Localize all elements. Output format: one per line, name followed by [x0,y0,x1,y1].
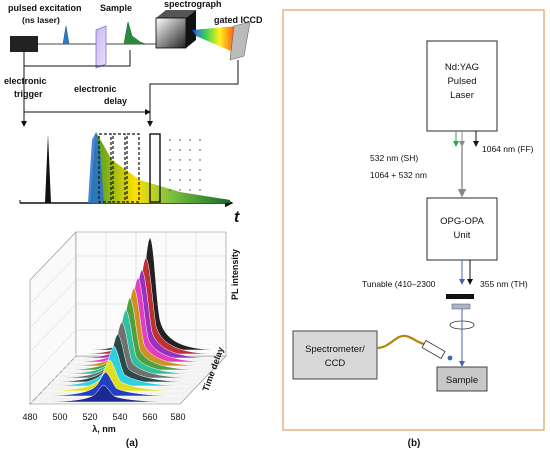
gate-window-current [149,133,161,203]
sample-label: Sample [446,375,478,386]
filter-icon [446,294,474,299]
x-tick-520: 520 [82,412,97,422]
electronic-trigger-label-2: trigger [14,89,43,99]
waterfall-plot: 480 500 520 540 560 580 λ, nm PL intensi… [22,231,240,434]
x-tick-540: 540 [112,412,127,422]
sample-plate-icon [95,25,107,69]
gate-dots [169,139,201,191]
th-label: 355 nm (TH) [480,279,528,289]
panel-a: pulsed excitation (ns laser) Sample spec… [4,0,263,449]
electronic-delay-label-1: electronic [74,84,117,94]
spectrometer-label-1: Spectrometer/ [305,344,365,355]
laser-label-3: Laser [450,90,474,101]
trigger-wire [23,50,131,67]
ff-label: 1064 nm (FF) [482,144,534,154]
electronic-delay-label-2: delay [104,96,127,106]
opg-opa-box [426,197,498,261]
spectrometer-box [292,330,378,380]
decay-curve [84,132,230,203]
sample-box [436,366,488,392]
polarizer-icon [451,303,471,310]
sh-label: 532 nm (SH) [370,153,418,163]
spectrograph-label: spectrograph [164,0,222,9]
tunable-label: Tunable (410–2300 [362,279,436,289]
spectrograph-icon [155,10,196,49]
caption-b: (b) [408,438,421,449]
laser-box [426,40,498,132]
fiber-probe-icon [421,339,446,360]
gate-window [112,133,126,203]
laser-label-1: Nd:YAG [445,62,479,73]
pulsed-excitation-label: pulsed excitation [8,3,82,13]
x-axis-label: λ, nm [92,424,116,434]
ns-laser-label: (ns laser) [22,15,60,25]
x-tick-580: 580 [170,412,185,422]
optical-fiber [376,334,425,350]
timing-diagram: t [19,132,240,226]
spectrometer-label-2: CCD [325,358,346,369]
panel-b: Nd:YAG Pulsed Laser 1064 nm (FF) 532 nm … [282,9,545,449]
x-tick-500: 500 [52,412,67,422]
gate-window [126,133,140,203]
x-tick-480: 480 [22,412,37,422]
iccd-gate-wire [147,60,239,127]
gated-iccd-label: gated ICCD [214,15,263,25]
excitation-peak [88,132,104,203]
sample-label: Sample [100,3,132,13]
panel-b-frame [282,9,545,431]
time-axis-label: t [234,209,240,226]
laser-box [10,36,38,52]
excitation-spot [447,355,453,361]
gate-window [98,133,112,203]
opg-label-1: OPG-OPA [440,216,484,227]
laser-label-2: Pulsed [447,76,476,87]
trigger-pulse [40,134,55,203]
opg-label-2: Unit [454,230,471,241]
caption-a: (a) [126,438,138,449]
excitation-pulse-icon [60,25,72,45]
dispersed-spectrum [192,26,238,54]
gated-iccd-icon [229,21,251,61]
emission-pulse-icon [120,21,147,45]
electronic-trigger-label-1: electronic [4,76,47,86]
x-tick-560: 560 [142,412,157,422]
z-axis-label: PL intensity [230,249,240,300]
mix-label: 1064 + 532 nm [370,170,427,180]
